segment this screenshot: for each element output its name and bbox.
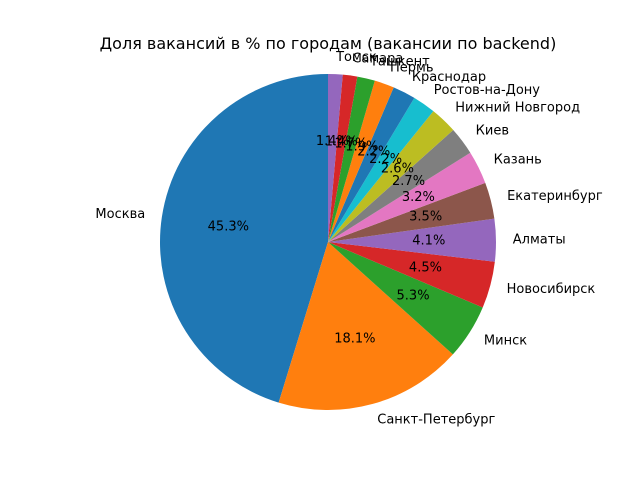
pie-slice-киев [328,130,471,242]
pie-slice-краснодар [328,87,415,242]
slice-percent-ташкент: 1.7% [334,136,367,151]
pie-slice-минск [328,242,483,355]
slice-percent-москва: 45.3% [208,220,249,235]
category-labels: Москва Санкт-Петербург Минск Новосибирск Алм… [95,50,602,428]
slice-percent-ростов-на-дону: 2.2% [369,152,402,167]
pie-slice-новосибирск [328,242,495,308]
pie-slices [159,74,497,410]
slice-percent-киев: 2.7% [392,174,425,189]
pie-slice-санкт-петербург [278,242,453,410]
slice-label-алматы: Алматы [513,232,566,247]
slice-percent-новосибирск: 4.5% [409,260,442,275]
slice-percent-нижний-новгород: 2.6% [381,161,414,176]
slice-label-москва: Москва [95,207,145,222]
slice-label-томск: Томск [335,50,377,65]
slice-percent-казань: 3.2% [402,190,435,205]
slice-label-новосибирск: Новосибирск [507,282,596,297]
pie-slice-алматы [328,218,497,262]
slice-label-пермь: Пермь [390,60,434,75]
pie-slice-москва [159,74,328,403]
pie-slice-ташкент [328,76,375,242]
slice-label-киев: Киев [476,123,509,138]
slice-label-краснодар: Краснодар [412,70,486,85]
slice-label-екатеринбург: Екатеринбург [507,189,603,204]
slice-percent-санкт-петербург: 18.1% [334,332,375,347]
pie-slice-казань [328,152,486,242]
slice-label-ташкент: Ташкент [369,55,430,70]
chart-title: Доля вакансий в % по городам (вакансии п… [100,34,557,53]
slice-label-минск: Минск [484,334,527,349]
pie-slice-ростов-на-дону [328,97,434,242]
slice-label-санкт-петербург: Санкт-Петербург [377,413,495,428]
pie-slice-самара [328,74,358,242]
slice-label-нижний-новгород: Нижний Новгород [455,100,580,115]
slice-percent-краснодар: 2.2% [357,145,390,160]
slice-label-ростов-на-дону: Ростов-на-Дону [434,83,541,98]
pie-slice-нижний-новгород [328,111,454,242]
slice-label-самара: Самара [352,51,403,66]
slice-percent-самара: 1.4% [325,135,358,150]
slice-label-казань: Казань [494,152,542,167]
slice-percent-екатеринбург: 3.5% [409,210,442,225]
slice-percent-пермь: 1.9% [345,140,378,155]
pie-slice-томск [328,74,343,242]
pie-slice-екатеринбург [328,182,495,242]
slice-percent-алматы: 4.1% [412,233,445,248]
percent-labels: 45.3% 18.1% 5.3% 4.5% 4.1% 3.5% 3.2%2.7%2.6%2.… [208,134,446,347]
slice-percent-минск: 5.3% [397,289,430,304]
pie-slice-пермь [328,80,394,242]
slice-percent-томск: 1.4% [316,134,349,149]
